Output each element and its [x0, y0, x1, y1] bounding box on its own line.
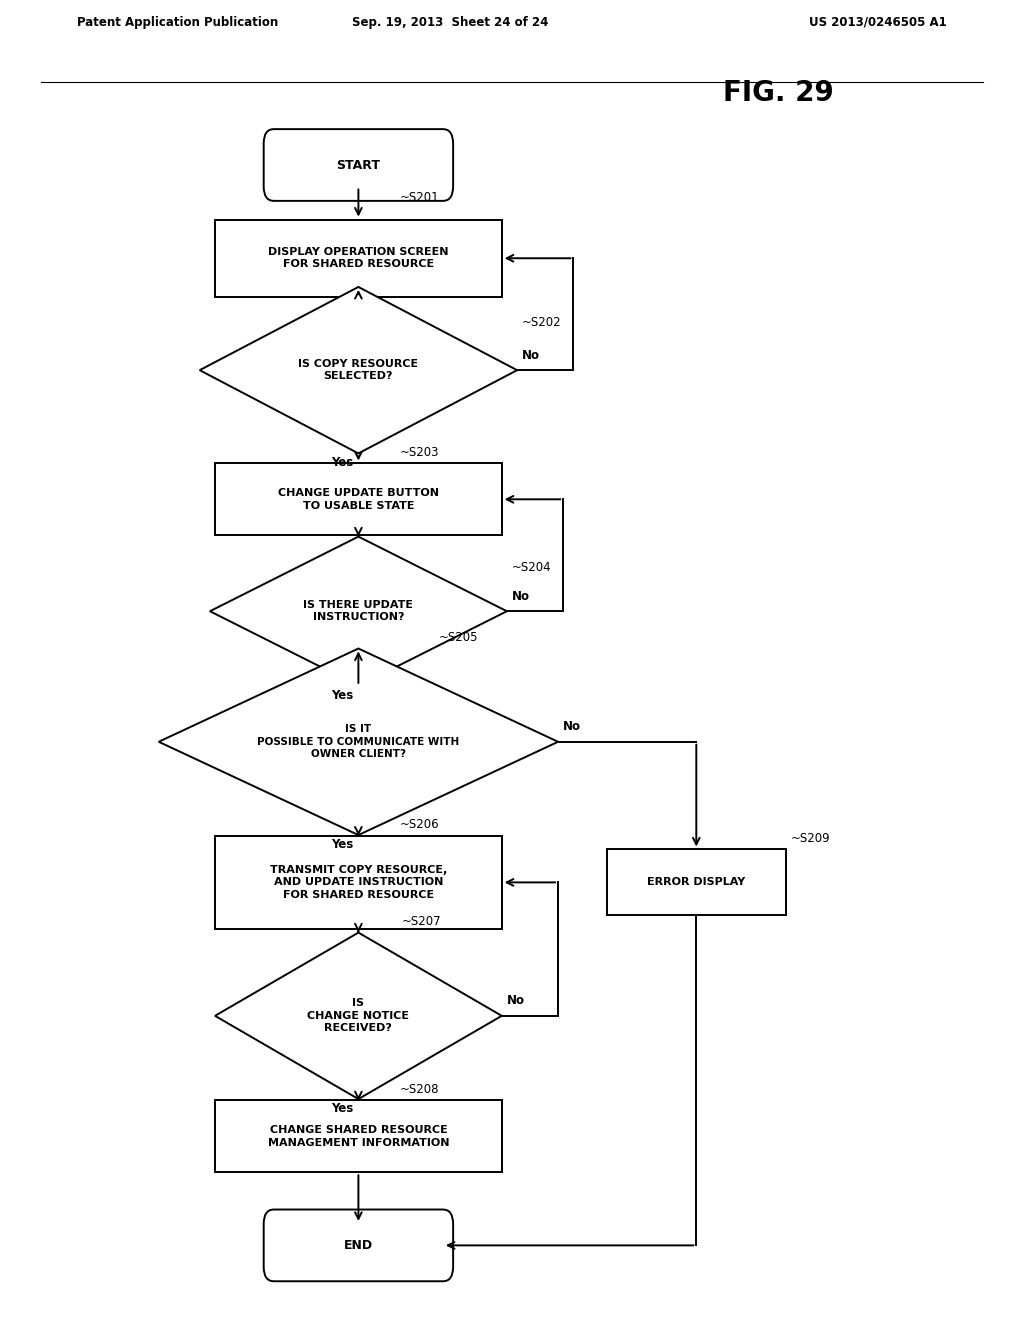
- Text: ~S203: ~S203: [399, 446, 439, 459]
- Polygon shape: [159, 648, 558, 836]
- Text: No: No: [563, 721, 582, 733]
- Text: Yes: Yes: [331, 838, 353, 851]
- Polygon shape: [215, 933, 502, 1100]
- Bar: [215, 836, 502, 929]
- Text: ~S209: ~S209: [792, 832, 830, 845]
- Text: ~S202: ~S202: [522, 315, 562, 329]
- FancyBboxPatch shape: [263, 1209, 453, 1282]
- Polygon shape: [210, 537, 507, 686]
- Text: IS THERE UPDATE
INSTRUCTION?: IS THERE UPDATE INSTRUCTION?: [303, 601, 414, 623]
- Text: ~S204: ~S204: [512, 561, 552, 574]
- Text: Patent Application Publication: Patent Application Publication: [77, 16, 279, 29]
- Text: ~S207: ~S207: [401, 915, 441, 928]
- Text: ~S206: ~S206: [399, 818, 439, 832]
- Text: IS COPY RESOURCE
SELECTED?: IS COPY RESOURCE SELECTED?: [298, 359, 419, 381]
- Text: Sep. 19, 2013  Sheet 24 of 24: Sep. 19, 2013 Sheet 24 of 24: [352, 16, 549, 29]
- Text: Yes: Yes: [331, 1102, 353, 1115]
- Text: DISPLAY OPERATION SCREEN
FOR SHARED RESOURCE: DISPLAY OPERATION SCREEN FOR SHARED RESO…: [268, 247, 449, 269]
- Text: ~S205: ~S205: [438, 631, 478, 644]
- Bar: [215, 463, 502, 535]
- Text: IS
CHANGE NOTICE
RECEIVED?: IS CHANGE NOTICE RECEIVED?: [307, 998, 410, 1034]
- Text: No: No: [512, 590, 530, 603]
- Text: START: START: [337, 158, 380, 172]
- Text: CHANGE SHARED RESOURCE
MANAGEMENT INFORMATION: CHANGE SHARED RESOURCE MANAGEMENT INFORM…: [267, 1125, 450, 1147]
- Text: FIG. 29: FIG. 29: [723, 79, 834, 107]
- Text: IS IT
POSSIBLE TO COMMUNICATE WITH
OWNER CLIENT?: IS IT POSSIBLE TO COMMUNICATE WITH OWNER…: [257, 725, 460, 759]
- Bar: [215, 219, 502, 297]
- Text: END: END: [344, 1239, 373, 1251]
- Text: Yes: Yes: [331, 689, 353, 702]
- Text: ~S208: ~S208: [399, 1084, 439, 1096]
- Text: US 2013/0246505 A1: US 2013/0246505 A1: [809, 16, 947, 29]
- Text: CHANGE UPDATE BUTTON
TO USABLE STATE: CHANGE UPDATE BUTTON TO USABLE STATE: [278, 488, 439, 511]
- Text: ~S201: ~S201: [399, 190, 439, 203]
- Text: Yes: Yes: [331, 457, 353, 470]
- Text: ERROR DISPLAY: ERROR DISPLAY: [647, 878, 745, 887]
- Bar: [606, 849, 786, 915]
- Text: No: No: [507, 994, 525, 1007]
- Bar: [215, 1101, 502, 1172]
- Text: No: No: [522, 348, 541, 362]
- Polygon shape: [200, 286, 517, 453]
- Text: TRANSMIT COPY RESOURCE,
AND UPDATE INSTRUCTION
FOR SHARED RESOURCE: TRANSMIT COPY RESOURCE, AND UPDATE INSTR…: [269, 865, 447, 900]
- FancyBboxPatch shape: [263, 129, 453, 201]
